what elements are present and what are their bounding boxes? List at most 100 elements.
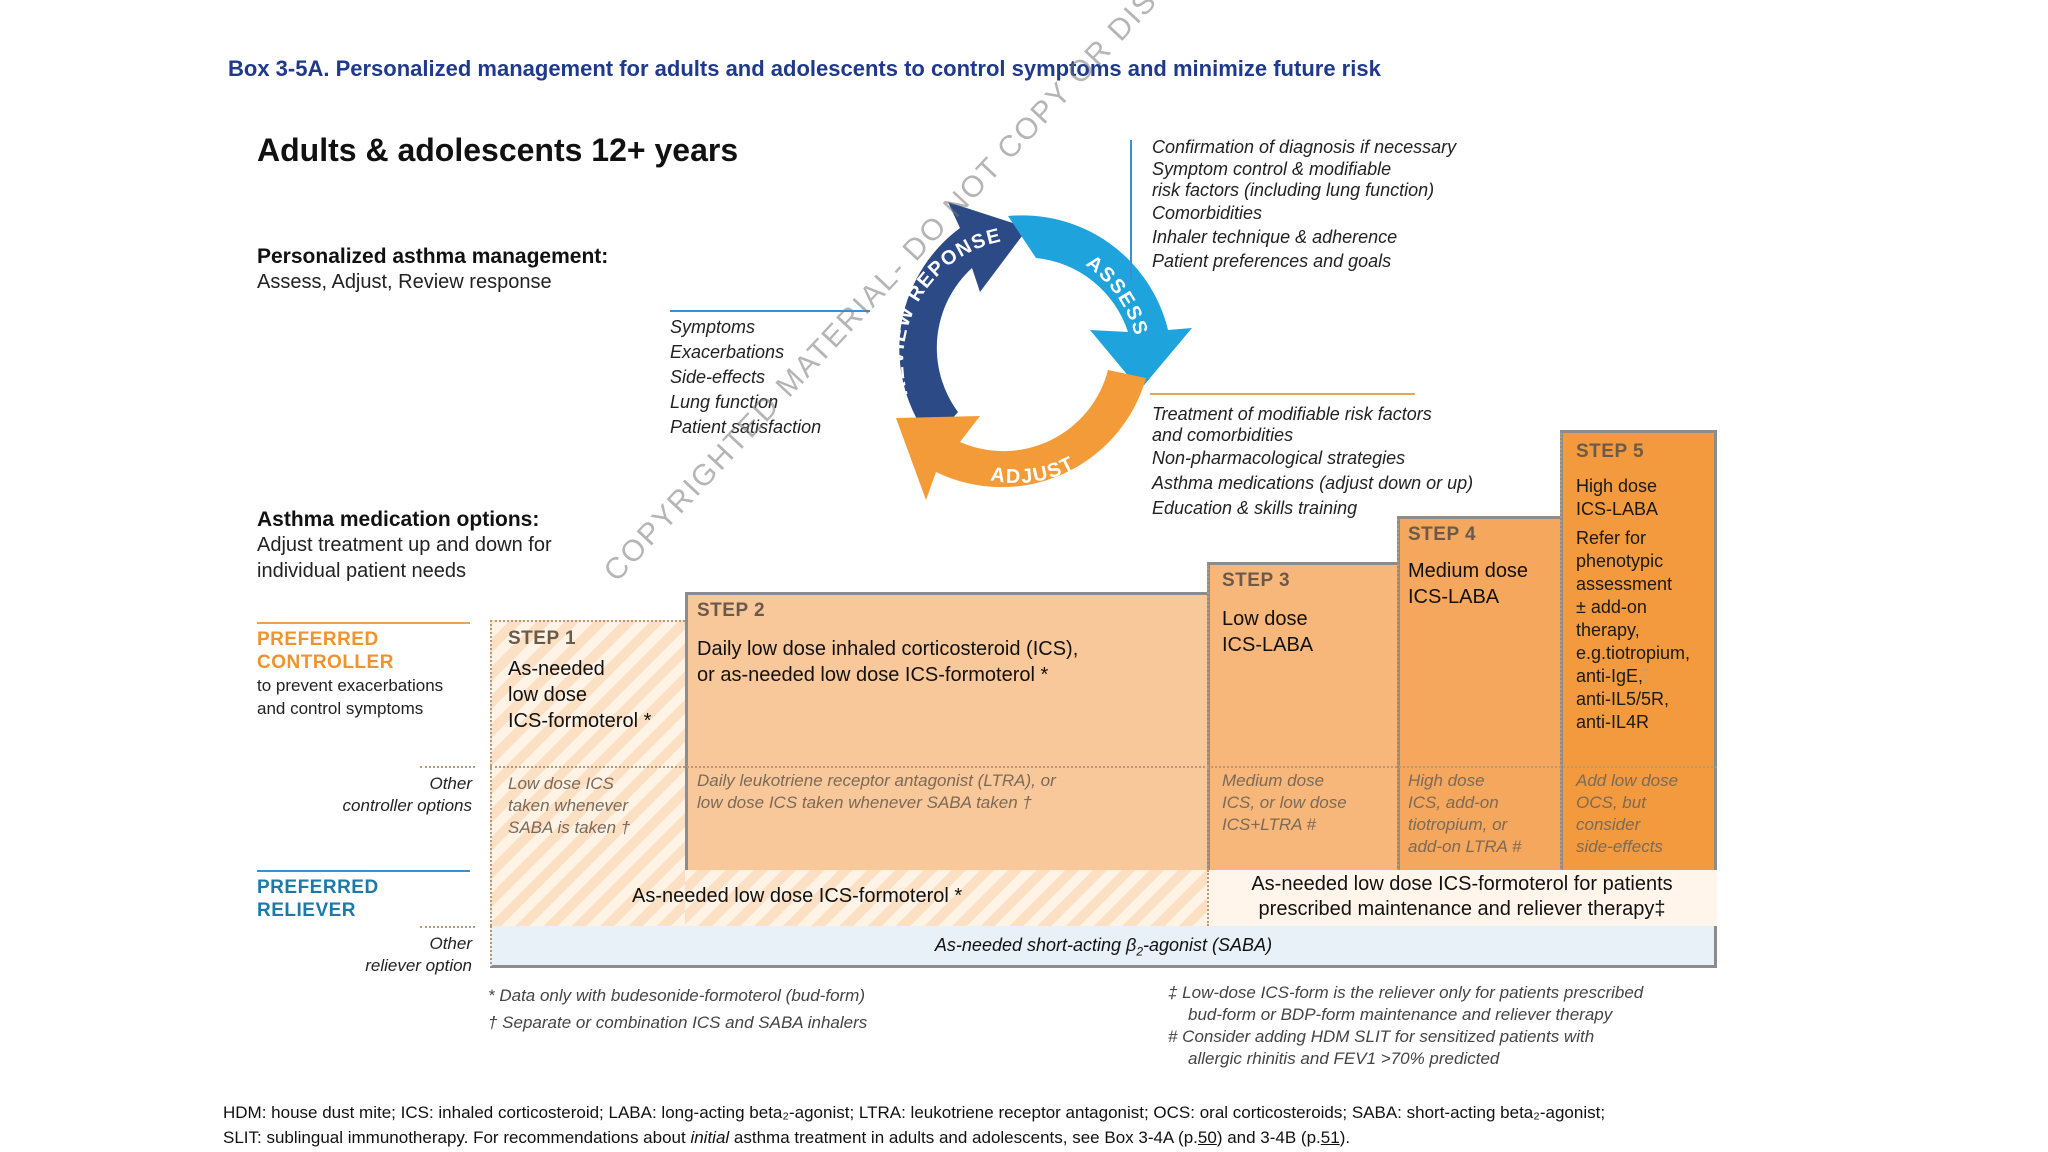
assess-arrow xyxy=(1008,215,1192,390)
other-row-divider xyxy=(490,766,1717,768)
step-5-line: Refer for xyxy=(1576,528,1647,548)
step-1-other-line: taken whenever xyxy=(508,796,629,815)
assess-item: Symptom control & modifiable xyxy=(1152,159,1392,179)
step-3-content: STEP 3 Low dose ICS-LABA xyxy=(1222,570,1313,658)
adjust-item: Education & skills training xyxy=(1152,498,1358,518)
abbreviations-line-1: HDM: house dust mite; ICS: inhaled corti… xyxy=(223,1103,1606,1122)
step-5-line: anti-IL4R xyxy=(1576,712,1650,732)
step-5-box xyxy=(1560,430,1717,870)
reliever-right-bg xyxy=(1207,870,1717,926)
step-2-other-line: Daily leukotriene receptor antagonist (L… xyxy=(697,771,1056,790)
controller-divider xyxy=(257,622,470,624)
step-5-line: High dose xyxy=(1576,476,1658,496)
step-5-line: ± add-on xyxy=(1576,597,1647,617)
page-link-51[interactable]: 51 xyxy=(1320,1128,1340,1147)
step-1-content: STEP 1 As-needed low dose ICS-formoterol… xyxy=(508,628,651,734)
step-1-line: low dose xyxy=(508,684,587,706)
step-3-box xyxy=(1207,562,1397,870)
preferred-controller-label: PREFERRED CONTROLLER to prevent exacerba… xyxy=(257,628,443,720)
preferred-controller-sub: and control symptoms xyxy=(257,699,424,718)
management-cycle: REVIEW REPONSE ASSESS ADJUST xyxy=(886,202,1192,500)
adjust-list: Treatment of modifiable risk factors and… xyxy=(1152,404,1473,521)
footnotes-left: * Data only with budesonide-formoterol (… xyxy=(488,982,867,1036)
abbrev-text: asthma treatment in adults and adolescen… xyxy=(729,1128,1198,1147)
step-4-other: High dose ICS, add-on tiotropium, or add… xyxy=(1408,770,1521,858)
review-connector xyxy=(670,310,870,312)
footnote-item: * Data only with budesonide-formoterol (… xyxy=(488,986,866,1005)
medication-options-section: Asthma medication options: Adjust treatm… xyxy=(257,508,552,584)
step-4-other-line: add-on LTRA # xyxy=(1408,837,1522,856)
assess-item: Patient preferences and goals xyxy=(1152,251,1392,271)
review-item: Patient satisfaction xyxy=(670,417,822,437)
step-5-line: e.g.tiotropium, xyxy=(1576,643,1691,663)
main-heading: Adults & adolescents 12+ years xyxy=(257,132,739,168)
step-5-line: anti-IgE, xyxy=(1576,666,1644,686)
reliever-divider xyxy=(257,870,470,872)
abbreviations-line-2: SLIT: sublingual immunotherapy. For reco… xyxy=(223,1125,1605,1150)
assess-item: Comorbidities xyxy=(1152,203,1263,223)
assess-item: Inhaler technique & adherence xyxy=(1152,227,1398,247)
personalized-heading: Personalized asthma management: xyxy=(257,245,609,268)
assess-item: Confirmation of diagnosis if necessary xyxy=(1152,137,1457,157)
adjust-item: Non-pharmacological strategies xyxy=(1152,448,1406,468)
other-controller-divider xyxy=(420,766,475,768)
step-3-line: ICS-LABA xyxy=(1222,634,1314,656)
step-4-content: STEP 4 Medium dose ICS-LABA xyxy=(1408,524,1528,610)
abbrev-text: ). xyxy=(1339,1128,1351,1147)
step-separator xyxy=(1397,519,1399,870)
step-3-other-line: ICS, or low dose xyxy=(1222,793,1347,812)
step-2-line: or as-needed low dose ICS-formoterol * xyxy=(697,664,1049,686)
saba-suffix: -agonist (SABA) xyxy=(1143,935,1273,955)
preferred-reliever-title: PREFERRED xyxy=(257,877,379,898)
step-3-other-line: ICS+LTRA # xyxy=(1222,815,1317,834)
adjust-arrow xyxy=(896,370,1146,500)
assess-connector xyxy=(1130,140,1132,280)
step-2-content: STEP 2 Daily low dose inhaled corticoste… xyxy=(697,600,1078,688)
footnote-item: allergic rhinitis and FEV1 >70% predicte… xyxy=(1188,1049,1500,1068)
assess-item: risk factors (including lung function) xyxy=(1152,180,1435,200)
step-4-line: ICS-LABA xyxy=(1408,586,1500,608)
assess-list: Confirmation of diagnosis if necessary S… xyxy=(1152,135,1456,273)
adjust-item: and comorbidities xyxy=(1152,425,1294,445)
step-4-other-line: High dose xyxy=(1408,771,1485,790)
step-3-other: Medium dose ICS, or low dose ICS+LTRA # xyxy=(1222,770,1347,836)
reliever-left-bg xyxy=(685,870,1207,926)
step-5-content: STEP 5 High dose ICS-LABA Refer for phen… xyxy=(1576,440,1690,734)
step-2-other: Daily leukotriene receptor antagonist (L… xyxy=(697,770,1056,814)
page-link-50[interactable]: 50 xyxy=(1197,1128,1217,1147)
adjust-item: Asthma medications (adjust down or up) xyxy=(1152,473,1474,493)
step-4-title: STEP 4 xyxy=(1408,524,1477,545)
other-reliever-label: Other reliever option xyxy=(280,933,472,977)
step-5-other-line: consider xyxy=(1576,815,1641,834)
step-4-other-line: ICS, add-on xyxy=(1408,793,1499,812)
medication-options-line: Adjust treatment up and down for xyxy=(257,534,552,556)
reliever-right-text: As-needed low dose ICS-formoterol for pa… xyxy=(1207,872,1717,922)
abbrev-emphasis: initial xyxy=(690,1128,730,1147)
footnote-item: # Consider adding HDM SLIT for sensitize… xyxy=(1168,1027,1595,1046)
other-controller-line: Other xyxy=(429,774,472,793)
step-1-line: As-needed xyxy=(508,658,605,680)
step-5-other: Add low dose OCS, but consider side-effe… xyxy=(1576,770,1678,858)
other-reliever-line: Other xyxy=(429,934,472,953)
footnote-item: bud-form or BDP-form maintenance and rel… xyxy=(1188,1005,1613,1024)
step-1-top xyxy=(490,620,685,622)
preferred-reliever-label: PREFERRED RELIEVER xyxy=(257,876,379,922)
abbrev-text: SLIT: sublingual immunotherapy. For reco… xyxy=(223,1128,691,1147)
step-5-title: STEP 5 xyxy=(1576,441,1645,462)
step-1-line: ICS-formoterol * xyxy=(508,710,652,732)
preferred-controller-sub: to prevent exacerbations xyxy=(257,676,444,695)
saba-prefix: As-needed short-acting β xyxy=(934,935,1137,955)
step-3-line: Low dose xyxy=(1222,608,1308,630)
reliever-right-line: As-needed low dose ICS-formoterol for pa… xyxy=(1251,873,1673,895)
other-reliever-line: reliever option xyxy=(365,956,472,975)
review-item: Lung function xyxy=(670,392,779,412)
review-arrow xyxy=(899,202,1028,442)
step-1-title: STEP 1 xyxy=(508,628,577,649)
step-2-other-line: low dose ICS taken whenever SABA taken † xyxy=(697,793,1032,812)
step-5-line: assessment xyxy=(1576,574,1673,594)
personalized-section: Personalized asthma management: Assess, … xyxy=(257,245,608,295)
step-5-other-line: OCS, but xyxy=(1576,793,1646,812)
step-5-line: therapy, xyxy=(1576,620,1640,640)
step-2-title: STEP 2 xyxy=(697,600,766,621)
step-3-title: STEP 3 xyxy=(1222,570,1291,591)
